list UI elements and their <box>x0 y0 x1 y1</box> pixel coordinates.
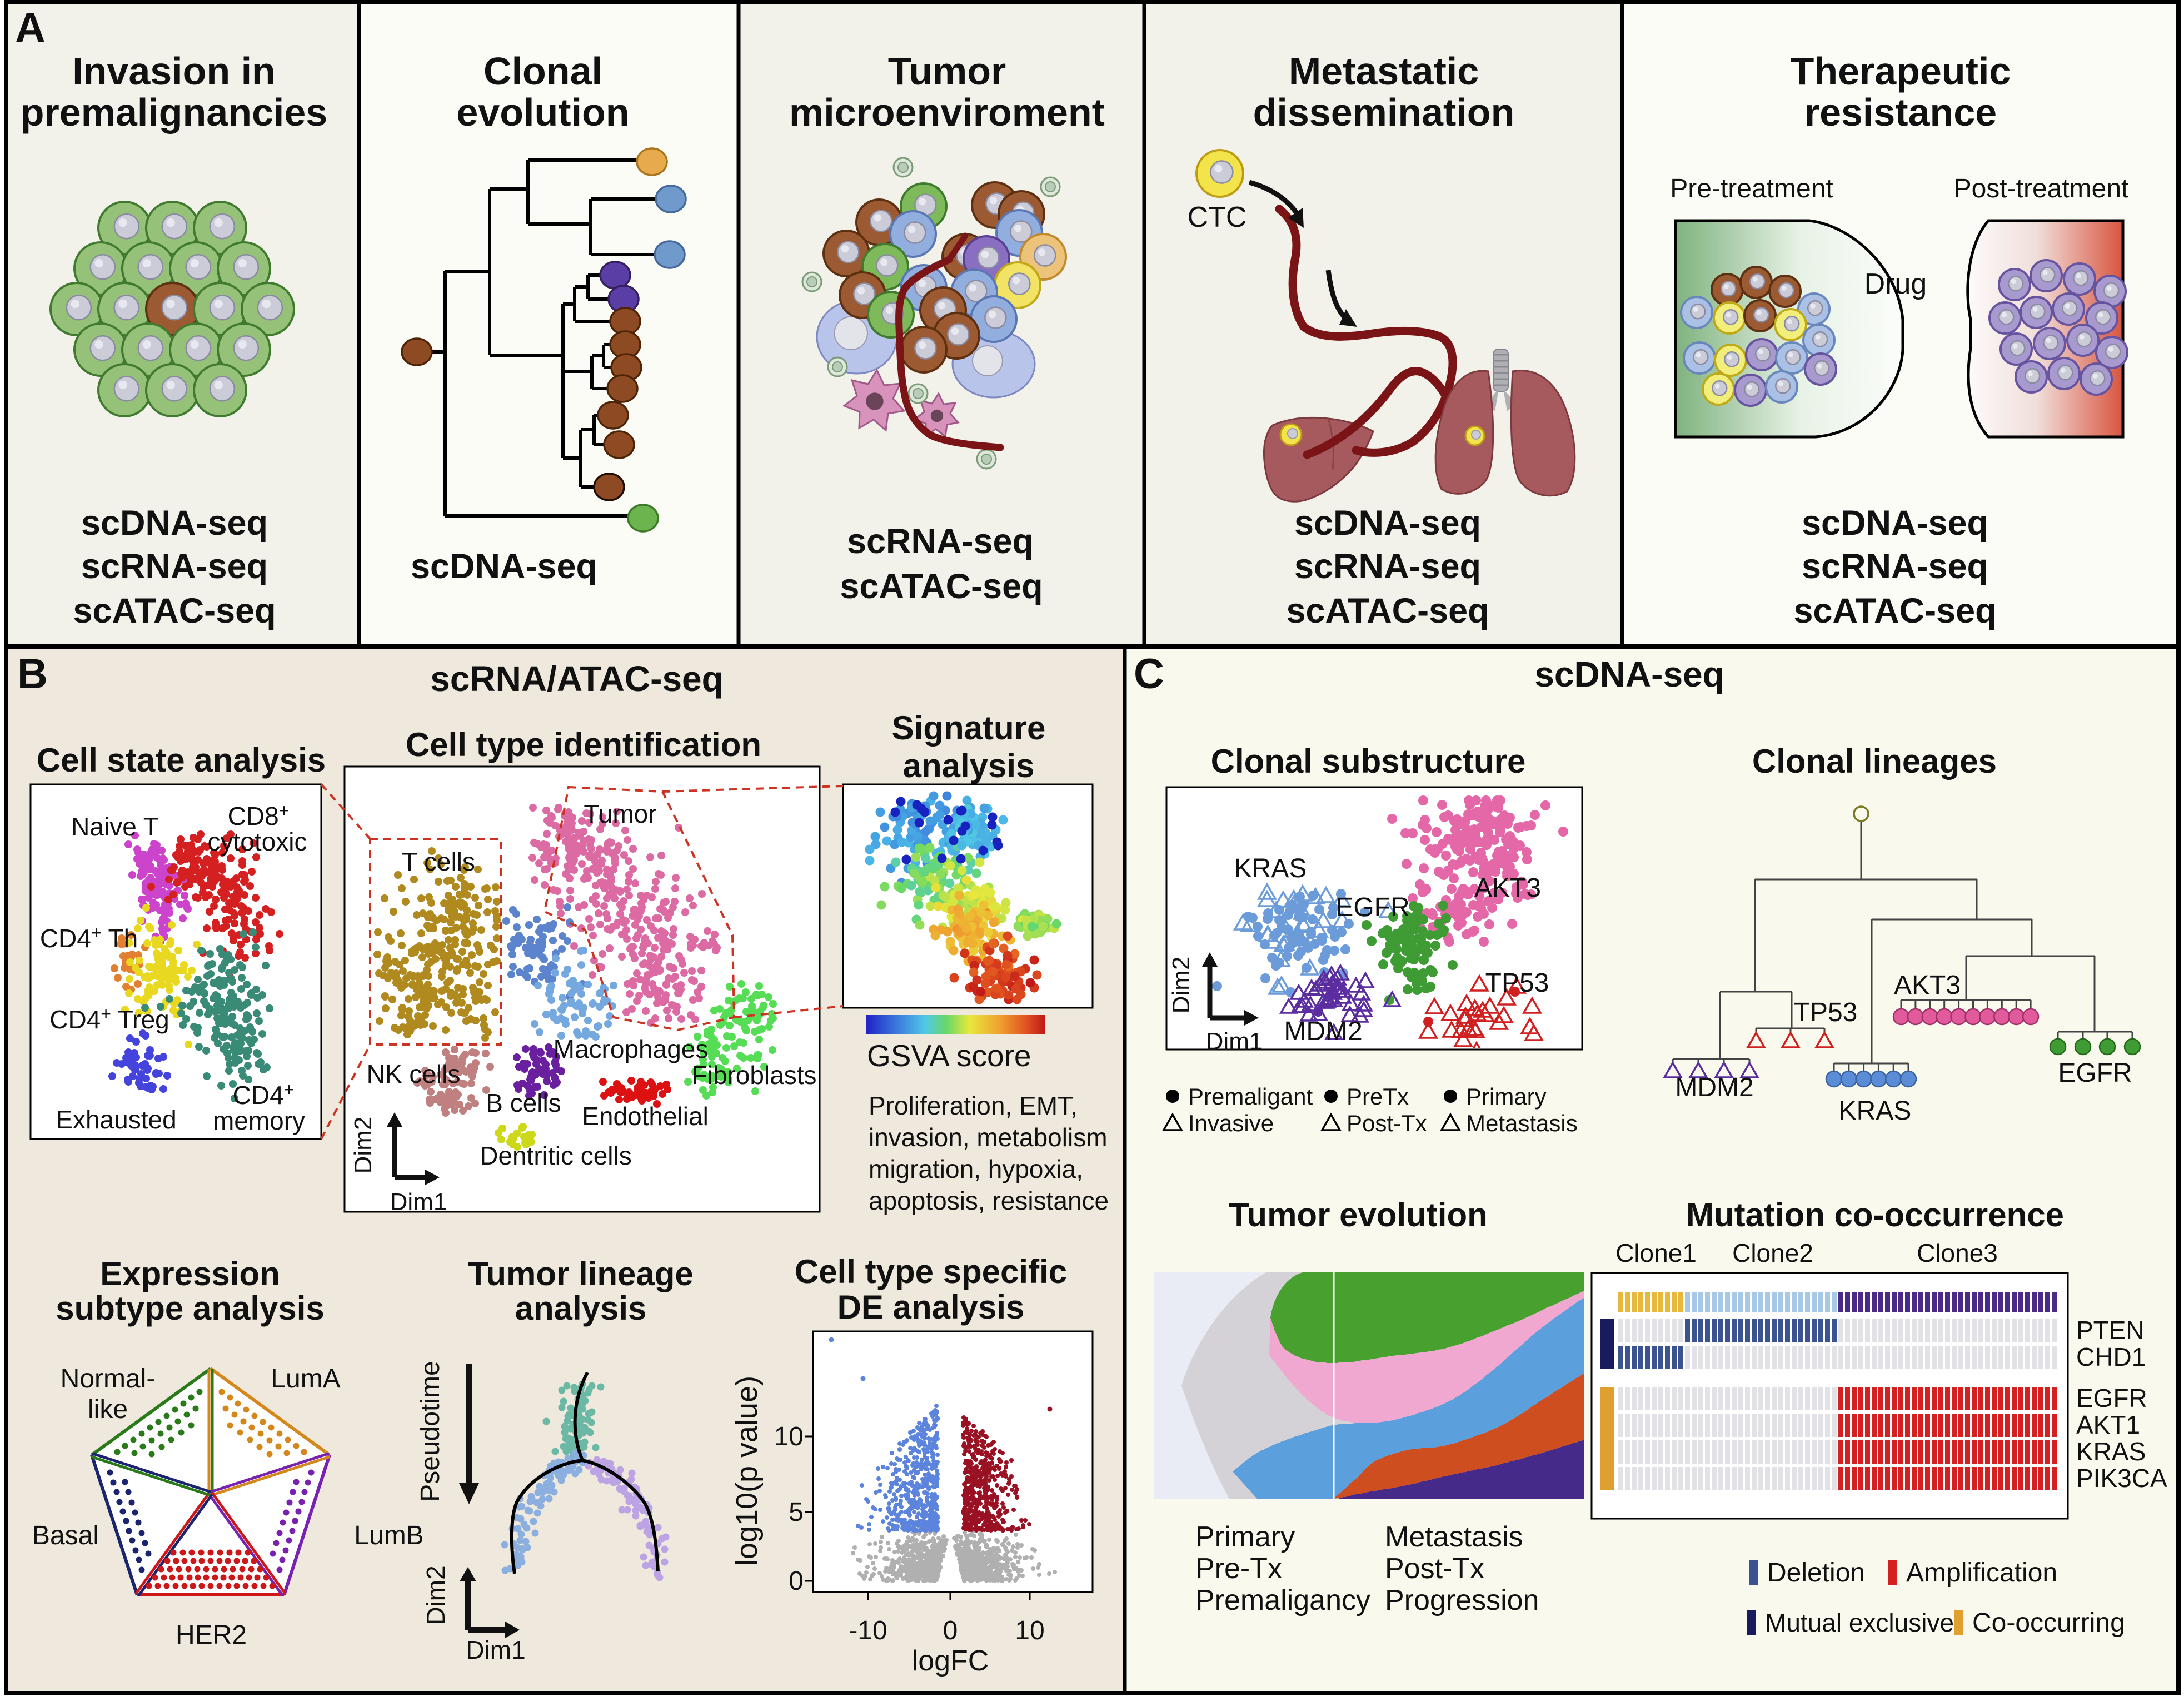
svg-text:Clonal: Clonal <box>483 49 602 93</box>
svg-text:Dim1: Dim1 <box>390 1188 447 1216</box>
svg-text:Normal-: Normal- <box>61 1364 156 1394</box>
svg-text:DE analysis: DE analysis <box>837 1289 1025 1326</box>
svg-text:apoptosis, resistance: apoptosis, resistance <box>869 1186 1109 1215</box>
svg-text:subtype analysis: subtype analysis <box>56 1290 325 1327</box>
svg-text:Dim2: Dim2 <box>350 1117 377 1174</box>
svg-text:scDNA-seq: scDNA-seq <box>81 504 268 543</box>
svg-text:Exhausted: Exhausted <box>56 1105 176 1134</box>
svg-text:LumB: LumB <box>354 1521 423 1550</box>
svg-text:A: A <box>15 4 46 52</box>
svg-text:scATAC-seq: scATAC-seq <box>73 591 276 630</box>
svg-text:scRNA/ATAC-seq: scRNA/ATAC-seq <box>430 659 723 699</box>
svg-text:HER2: HER2 <box>176 1620 247 1650</box>
svg-text:Drug: Drug <box>1864 268 1927 300</box>
svg-text:cytotoxic: cytotoxic <box>208 827 307 856</box>
svg-text:scATAC-seq: scATAC-seq <box>840 567 1043 606</box>
svg-text:invasion, metabolism: invasion, metabolism <box>869 1123 1108 1152</box>
svg-text:B: B <box>17 650 48 698</box>
svg-text:scDNA-seq: scDNA-seq <box>411 547 597 586</box>
svg-text:Pre-treatment: Pre-treatment <box>1670 174 1833 203</box>
svg-text:Therapeutic: Therapeutic <box>1791 49 2011 93</box>
svg-text:Cell type identification: Cell type identification <box>406 726 761 763</box>
svg-text:Proliferation, EMT,: Proliferation, EMT, <box>869 1091 1078 1120</box>
svg-text:Invasion in: Invasion in <box>72 49 276 93</box>
svg-text:Expression: Expression <box>100 1255 280 1292</box>
svg-text:Cell state analysis: Cell state analysis <box>37 742 326 779</box>
svg-text:scRNA-seq: scRNA-seq <box>1802 547 1988 586</box>
svg-text:scRNA-seq: scRNA-seq <box>81 547 268 586</box>
svg-text:LumA: LumA <box>271 1364 340 1394</box>
svg-text:Naive T: Naive T <box>71 812 159 841</box>
svg-text:scATAC-seq: scATAC-seq <box>1286 591 1489 630</box>
svg-text:B cells: B cells <box>486 1088 561 1117</box>
svg-text:NK cells: NK cells <box>367 1060 461 1088</box>
svg-text:GSVA score: GSVA score <box>867 1038 1031 1073</box>
svg-text:Dim1: Dim1 <box>466 1635 525 1664</box>
svg-text:Macrophages: Macrophages <box>554 1034 709 1063</box>
svg-text:scATAC-seq: scATAC-seq <box>1793 591 1996 630</box>
svg-text:resistance: resistance <box>1804 91 1997 134</box>
svg-text:Tumor lineage: Tumor lineage <box>468 1255 694 1292</box>
svg-text:microenviroment: microenviroment <box>789 91 1105 134</box>
svg-text:Metastatic: Metastatic <box>1289 49 1479 93</box>
svg-text:analysis: analysis <box>903 747 1035 784</box>
svg-text:Dim2: Dim2 <box>421 1565 450 1625</box>
svg-text:Endothelial: Endothelial <box>582 1102 709 1131</box>
svg-text:scRNA-seq: scRNA-seq <box>1294 547 1481 586</box>
svg-text:memory: memory <box>213 1106 305 1135</box>
svg-text:Basal: Basal <box>32 1521 99 1550</box>
svg-text:premalignancies: premalignancies <box>21 91 327 134</box>
svg-text:Tumor: Tumor <box>584 799 656 828</box>
svg-text:Tumor: Tumor <box>888 49 1006 93</box>
svg-text:dissemination: dissemination <box>1253 91 1515 134</box>
svg-text:Dentritic cells: Dentritic cells <box>480 1141 632 1170</box>
svg-text:analysis: analysis <box>515 1290 647 1327</box>
svg-text:T cells: T cells <box>402 847 475 876</box>
svg-text:scDNA-seq: scDNA-seq <box>1802 504 1988 543</box>
svg-text:Cell type specific: Cell type specific <box>795 1253 1067 1290</box>
svg-text:Post-treatment: Post-treatment <box>1954 174 2129 203</box>
svg-text:evolution: evolution <box>456 91 629 134</box>
svg-text:CD4+ Th: CD4+ Th <box>40 923 138 953</box>
svg-text:scDNA-seq: scDNA-seq <box>1294 504 1481 543</box>
svg-text:migration, hypoxia,: migration, hypoxia, <box>869 1155 1083 1183</box>
svg-text:CTC: CTC <box>1188 201 1247 233</box>
svg-text:Fibroblasts: Fibroblasts <box>692 1061 817 1090</box>
svg-text:scRNA-seq: scRNA-seq <box>847 522 1034 561</box>
svg-text:Signature: Signature <box>892 709 1046 747</box>
svg-text:Pseudotime: Pseudotime <box>416 1361 445 1501</box>
svg-text:like: like <box>88 1395 128 1424</box>
